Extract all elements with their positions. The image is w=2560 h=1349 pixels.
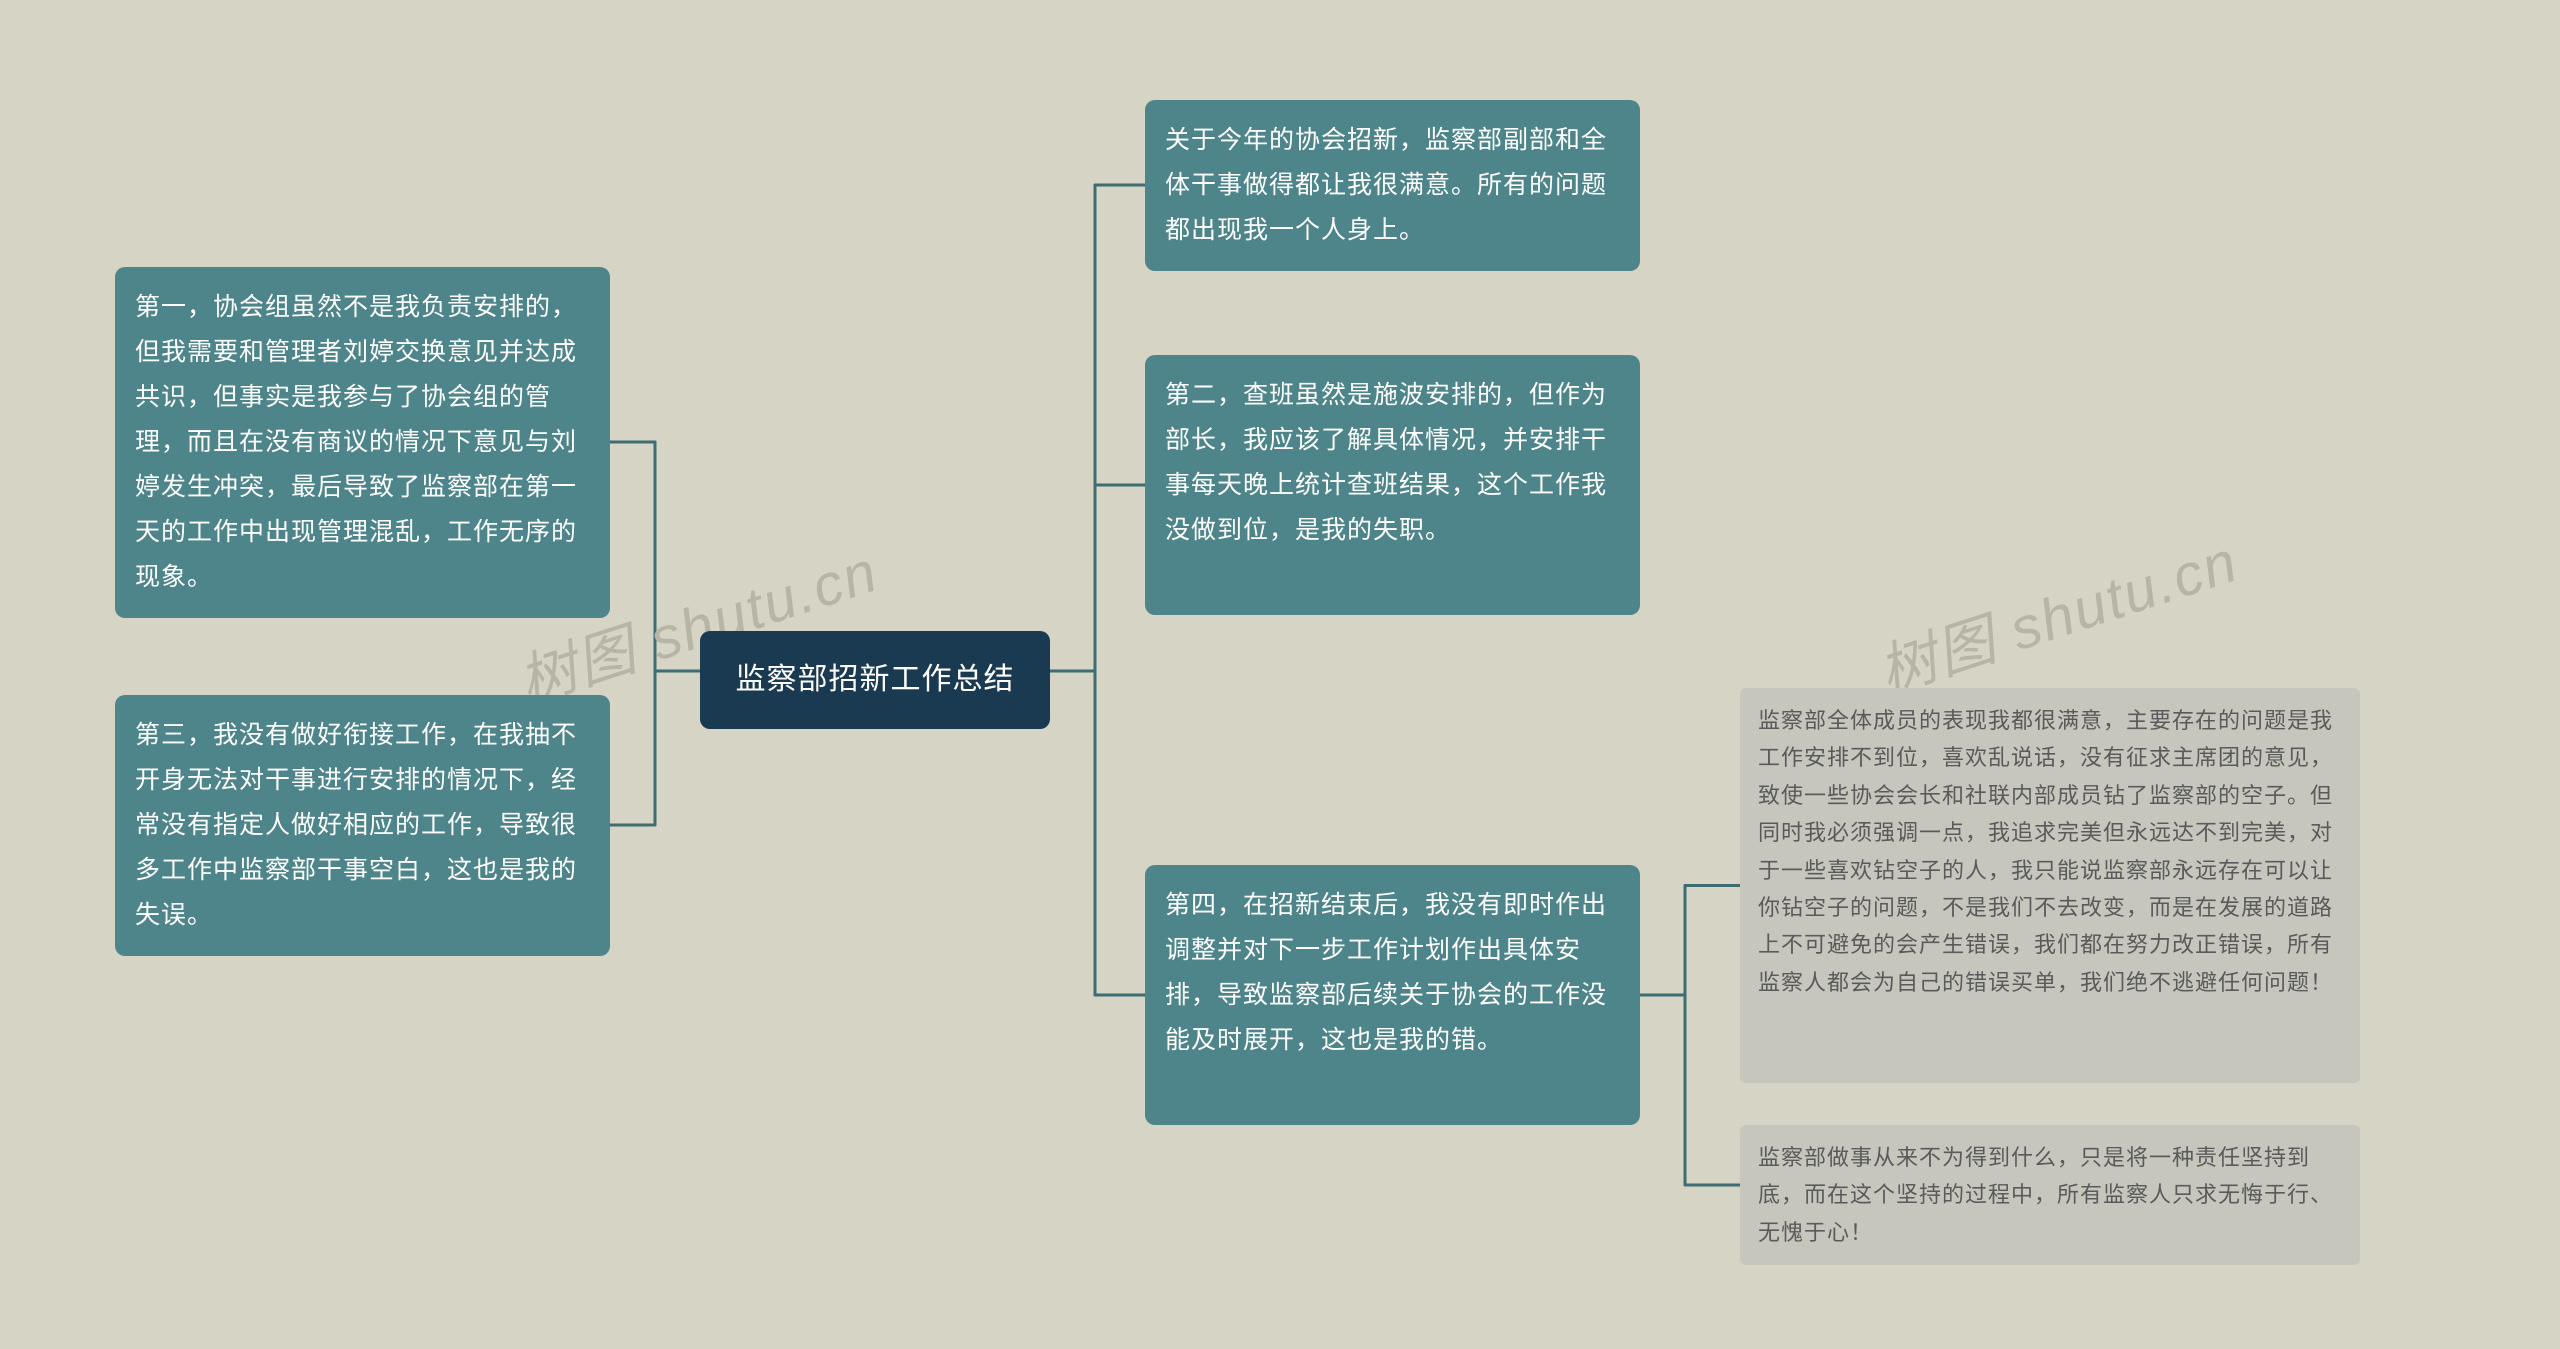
root-node[interactable]: 监察部招新工作总结 bbox=[700, 631, 1050, 729]
left-branch-1[interactable]: 第三，我没有做好衔接工作，在我抽不开身无法对干事进行安排的情况下，经常没有指定人… bbox=[115, 695, 610, 956]
leaf-2-1[interactable]: 监察部做事从来不为得到什么，只是将一种责任坚持到底，而在这个坚持的过程中，所有监… bbox=[1740, 1125, 2360, 1265]
right-branch-2[interactable]: 第四，在招新结束后，我没有即时作出调整并对下一步工作计划作出具体安排，导致监察部… bbox=[1145, 865, 1640, 1125]
left-branch-0[interactable]: 第一，协会组虽然不是我负责安排的，但我需要和管理者刘婷交换意见并达成共识，但事实… bbox=[115, 267, 610, 618]
right-branch-0[interactable]: 关于今年的协会招新，监察部副部和全体干事做得都让我很满意。所有的问题都出现我一个… bbox=[1145, 100, 1640, 271]
right-branch-1[interactable]: 第二，查班虽然是施波安排的，但作为部长，我应该了解具体情况，并安排干事每天晚上统… bbox=[1145, 355, 1640, 615]
leaf-2-0[interactable]: 监察部全体成员的表现我都很满意，主要存在的问题是我工作安排不到位，喜欢乱说话，没… bbox=[1740, 688, 2360, 1083]
watermark-1: 树图 shutu.cn bbox=[1866, 514, 2247, 709]
mindmap-canvas: 树图 shutu.cn树图 shutu.cn监察部招新工作总结第一，协会组虽然不… bbox=[0, 0, 2560, 1349]
